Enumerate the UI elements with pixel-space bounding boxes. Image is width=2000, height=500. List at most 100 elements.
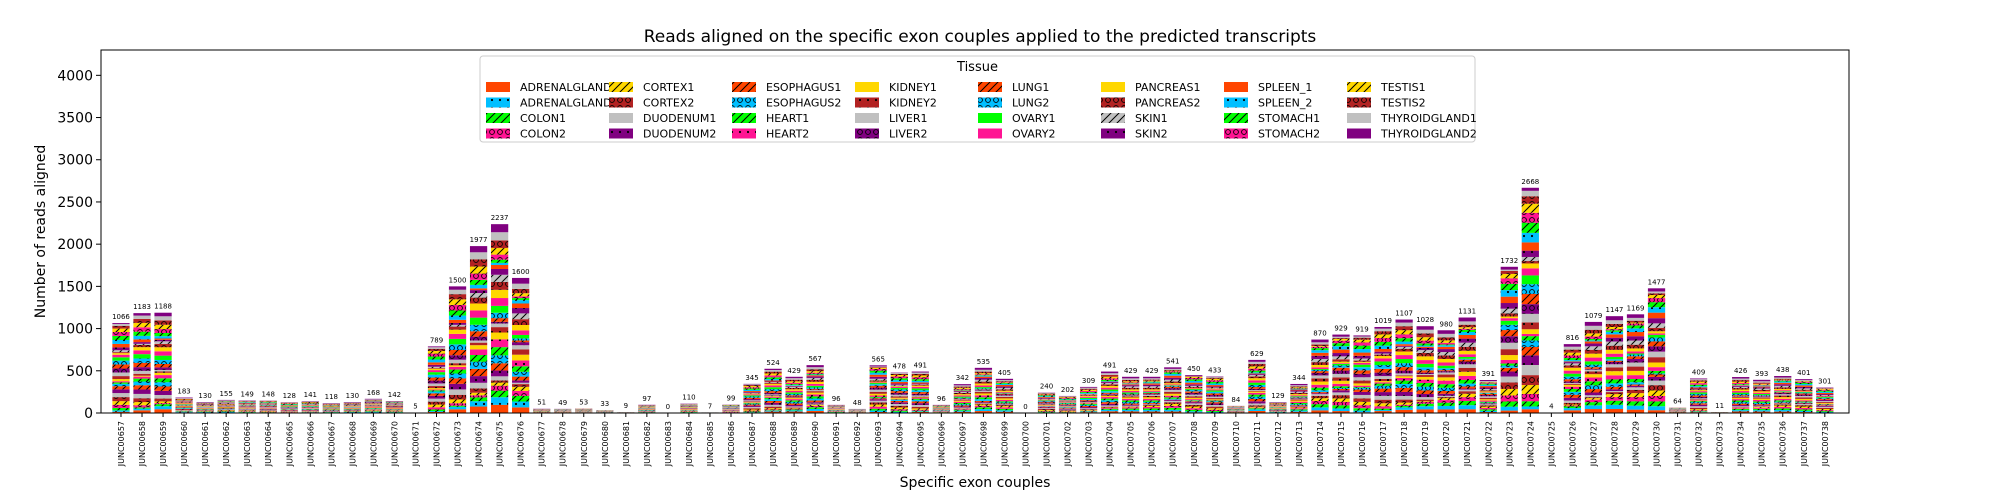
bar-segment — [1647, 331, 1666, 334]
bar-segment — [1479, 410, 1497, 413]
bar-segment — [112, 325, 130, 329]
bar-segment — [1605, 391, 1624, 393]
x-tick-label: JUNC00660 — [180, 421, 189, 467]
bar-segment — [1479, 397, 1497, 400]
bar-segment — [764, 389, 782, 392]
bar-JUNC00710 — [1227, 405, 1245, 413]
bar-segment — [785, 396, 803, 398]
bar-segment — [112, 372, 130, 377]
legend-entry: PANCREAS2 — [1101, 97, 1200, 110]
bar-segment — [385, 403, 404, 405]
bar-segment — [1164, 397, 1182, 399]
bar-JUNC00737 — [1795, 379, 1813, 413]
bar-segment — [1584, 367, 1603, 369]
bar-segment — [869, 389, 887, 392]
bar-segment — [785, 410, 803, 412]
bar-segment — [1605, 379, 1624, 384]
data-label: 51 — [537, 399, 546, 407]
bar-segment — [1647, 337, 1666, 342]
data-label: 130 — [198, 392, 211, 400]
bar-segment — [1290, 409, 1308, 411]
bar-segment — [743, 401, 761, 403]
bar-JUNC00703 — [1079, 386, 1098, 413]
bar-JUNC00721 — [1458, 317, 1476, 413]
bar-segment — [1185, 402, 1203, 404]
bar-segment — [785, 382, 803, 385]
bar-JUNC00670 — [385, 401, 404, 413]
bar-segment — [1500, 382, 1518, 389]
bar-segment — [1479, 386, 1497, 388]
bar-segment — [869, 396, 887, 398]
bar-segment — [1458, 354, 1476, 357]
bar-segment — [1058, 408, 1077, 410]
bar-segment — [217, 410, 235, 411]
bar-segment — [1816, 397, 1834, 399]
bar-segment — [1079, 409, 1098, 411]
bar-segment — [1521, 364, 1539, 376]
bar-segment — [112, 332, 130, 336]
bar-segment — [133, 402, 151, 406]
bar-segment — [448, 409, 467, 413]
bar-segment — [1521, 406, 1539, 410]
bar-segment — [1248, 390, 1266, 391]
bar-segment — [154, 390, 172, 395]
bar-segment — [112, 352, 130, 354]
legend-swatch — [1101, 128, 1125, 139]
bar-segment — [469, 310, 488, 318]
data-label: 535 — [977, 358, 990, 366]
data-label: 7 — [708, 402, 712, 410]
bar-segment — [1479, 405, 1497, 407]
bar-segment — [953, 388, 972, 390]
bar-segment — [490, 327, 509, 333]
bar-segment — [1584, 389, 1603, 393]
bar-segment — [785, 403, 803, 405]
bar-segment — [512, 380, 530, 383]
bar-segment — [427, 386, 446, 389]
bar-segment — [469, 392, 488, 396]
bar-segment — [1248, 408, 1266, 410]
bar-segment — [1395, 395, 1413, 400]
bar-segment — [1479, 395, 1497, 397]
y-tick-label: 3500 — [57, 111, 93, 127]
bar-segment — [1395, 383, 1413, 388]
bar-segment — [1311, 394, 1329, 396]
bar-segment — [1374, 348, 1392, 352]
bar-segment — [1479, 393, 1497, 396]
bar-segment — [1185, 401, 1203, 403]
bar-segment — [1626, 405, 1645, 410]
bar-JUNC00661 — [196, 402, 214, 413]
bar-segment — [1437, 330, 1455, 334]
bar-segment — [1248, 374, 1266, 377]
bar-segment — [911, 398, 929, 400]
bar-segment — [1647, 367, 1666, 371]
bar-segment — [953, 394, 972, 396]
bar-segment — [512, 384, 530, 387]
bar-segment — [1290, 402, 1308, 405]
bar-segment — [1058, 407, 1077, 409]
bar-segment — [1816, 388, 1834, 389]
bar-segment — [112, 340, 130, 344]
bar-segment — [112, 383, 130, 387]
bar-segment — [512, 340, 530, 343]
bar-segment — [995, 398, 1014, 400]
bar-segment — [1143, 384, 1161, 387]
bar-segment — [743, 384, 761, 386]
x-tick-label: JUNC00672 — [433, 421, 442, 467]
bar-segment — [995, 410, 1014, 412]
bar-segment — [806, 374, 824, 376]
x-tick-label: JUNC00669 — [369, 421, 378, 467]
legend-swatch — [978, 113, 1002, 123]
bar-segment — [1647, 298, 1666, 303]
legend-label: STOMACH1 — [1258, 112, 1320, 125]
bar-segment — [1353, 380, 1371, 384]
bar-segment — [1647, 318, 1666, 324]
bar-segment — [1416, 372, 1434, 375]
legend-swatch — [1224, 82, 1248, 92]
bar-segment — [1143, 395, 1161, 398]
legend-label: OVARY1 — [1012, 112, 1055, 125]
bar-segment — [869, 374, 887, 377]
bar-segment — [1122, 381, 1140, 383]
bar-segment — [1374, 399, 1392, 404]
bar-segment — [1458, 371, 1476, 376]
bar-segment — [1332, 386, 1350, 389]
